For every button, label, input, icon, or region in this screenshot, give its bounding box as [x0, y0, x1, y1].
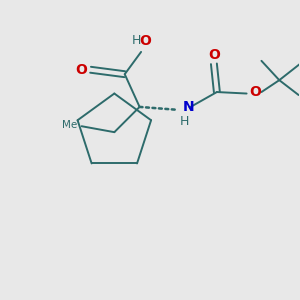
Text: O: O [249, 85, 261, 99]
Text: Me: Me [62, 120, 77, 130]
Text: O: O [208, 48, 220, 62]
Text: H: H [132, 34, 141, 47]
Text: N: N [183, 100, 194, 115]
Text: O: O [140, 34, 152, 48]
Text: O: O [76, 63, 88, 77]
Text: H: H [180, 115, 190, 128]
